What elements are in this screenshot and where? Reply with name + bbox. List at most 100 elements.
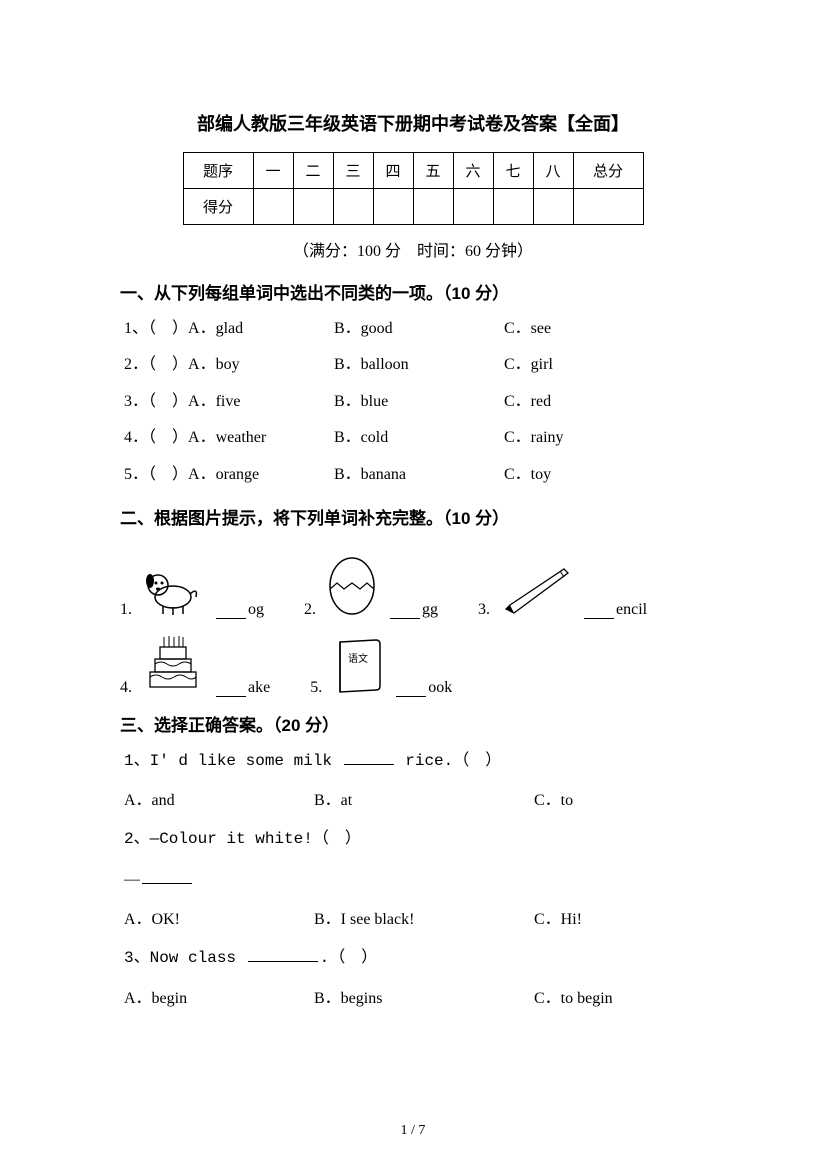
egg-icon [322,549,382,619]
s3-q2-dash: — [124,865,706,895]
meta-line: （满分：100 分 时间：60 分钟） [120,237,706,261]
score-cell[interactable] [333,189,373,225]
s1-q3-a: （ ）A．five [148,393,240,410]
s2-suf2: gg [422,601,438,619]
s1-q3-num: 3． [124,393,148,410]
s3-q1-post: rice.（ ） [396,752,502,770]
page-number: 1 / 7 [0,1123,826,1139]
s1-q1-a: （ ）A．glad [148,320,243,337]
blank[interactable] [344,751,394,765]
page-title: 部编人教版三年级英语下册期中考试卷及答案【全面】 [120,110,706,136]
book-icon: 语文 [328,632,388,697]
s3-q1-b: B．at [314,786,534,810]
blank[interactable] [390,605,420,619]
score-cell[interactable] [493,189,533,225]
pencil-icon [496,559,576,619]
th-1: 一 [253,153,293,189]
th-3: 三 [333,153,373,189]
s1-q2-num: 2． [124,356,148,373]
section1-heading: 一、从下列每组单词中选出不同类的一项。（10 分） [120,279,706,304]
th-total: 总分 [573,153,643,189]
s3-q3-stem: 3、Now class .（ ） [124,943,706,973]
score-cell[interactable] [373,189,413,225]
s1-q5-num: 5． [124,466,148,483]
s2-n2: 2. [304,601,316,619]
s1-q5: 5．（ ）A．orange B．banana C．toy [124,460,706,490]
s2-suf1: og [248,601,264,619]
s1-q2-a: （ ）A．boy [148,356,240,373]
blank[interactable] [216,683,246,697]
s2-row2: 4. ake 5. 语文 [120,627,706,697]
s2-suf3: encil [616,601,647,619]
blank[interactable] [142,870,192,884]
th-5: 五 [413,153,453,189]
score-cell[interactable] [413,189,453,225]
s2-n1: 1. [120,601,132,619]
s3-q3-a: A．begin [124,984,314,1008]
score-table: 题序 一 二 三 四 五 六 七 八 总分 得分 [183,152,644,225]
s1-q3-c: C．red [504,387,706,417]
s1-q5-b: B．banana [334,460,504,490]
s3-q2-a: A．OK! [124,905,314,929]
s3-q2-opts: A．OK! B．I see black! C．Hi! [124,905,706,929]
s2-item2: 2. gg [304,549,438,619]
s3-q3-post: .（ ） [320,949,378,967]
th-4: 四 [373,153,413,189]
s3-q3-pre: 3、Now class [124,949,246,967]
blank[interactable] [584,605,614,619]
score-cell[interactable] [253,189,293,225]
s3-q1-a: A．and [124,786,314,810]
s2-row1: 1. og 2. gg [120,549,706,619]
s3-q2-b: B．I see black! [314,905,534,929]
s2-n4: 4. [120,679,132,697]
score-cell[interactable] [533,189,573,225]
s1-q4: 4．（ ）A．weather B．cold C．rainy [124,423,706,453]
th-8: 八 [533,153,573,189]
s3-q1-pre: 1、I' d like some milk [124,752,342,770]
s1-q4-b: B．cold [334,423,504,453]
s3-q1-opts: A．and B．at C．to [124,786,706,810]
s1-q1-b: B．good [334,314,504,344]
row2-label: 得分 [183,189,253,225]
s3-q3-b: B．begins [314,984,534,1008]
s3-q2-c: C．Hi! [534,905,706,929]
s2-suf5: ook [428,679,452,697]
s1-q1: 1、（ ）A．glad B．good C．see [124,314,706,344]
s1-q2-c: C．girl [504,350,706,380]
dog-icon [138,559,208,619]
section3-heading: 三、选择正确答案。（20 分） [120,711,706,736]
s1-q4-num: 4． [124,429,148,446]
s1-q4-c: C．rainy [504,423,706,453]
blank[interactable] [216,605,246,619]
th-2: 二 [293,153,333,189]
s1-q3-b: B．blue [334,387,504,417]
section2-heading: 二、根据图片提示，将下列单词补充完整。（10 分） [120,504,706,529]
s3-q3-opts: A．begin B．begins C．to begin [124,984,706,1008]
s2-item1: 1. og [120,559,264,619]
s1-q4-a: （ ）A．weather [148,429,266,446]
score-total-cell[interactable] [573,189,643,225]
score-header-row: 题序 一 二 三 四 五 六 七 八 总分 [183,153,643,189]
s3-q3-c: C．to begin [534,984,706,1008]
blank[interactable] [248,948,318,962]
score-cell[interactable] [293,189,333,225]
s1-q3: 3．（ ）A．five B．blue C．red [124,387,706,417]
s2-n3: 3. [478,601,490,619]
s3-q1-c: C．to [534,786,706,810]
s1-q2-b: B．balloon [334,350,504,380]
s1-q1-num: 1、 [124,320,148,337]
th-label: 题序 [183,153,253,189]
s3-q2-stem: 2、—Colour it white!（ ） [124,824,706,854]
blank[interactable] [396,683,426,697]
book-label-text: 语文 [348,652,368,665]
th-7: 七 [493,153,533,189]
s2-item4: 4. ake [120,627,270,697]
s1-q5-c: C．toy [504,460,706,490]
s2-n5: 5. [310,679,322,697]
dash: — [124,871,140,888]
s3-q1-stem: 1、I' d like some milk rice.（ ） [124,746,706,776]
s1-q1-c: C．see [504,314,706,344]
th-6: 六 [453,153,493,189]
s2-item5: 5. 语文 ook [310,632,452,697]
score-cell[interactable] [453,189,493,225]
